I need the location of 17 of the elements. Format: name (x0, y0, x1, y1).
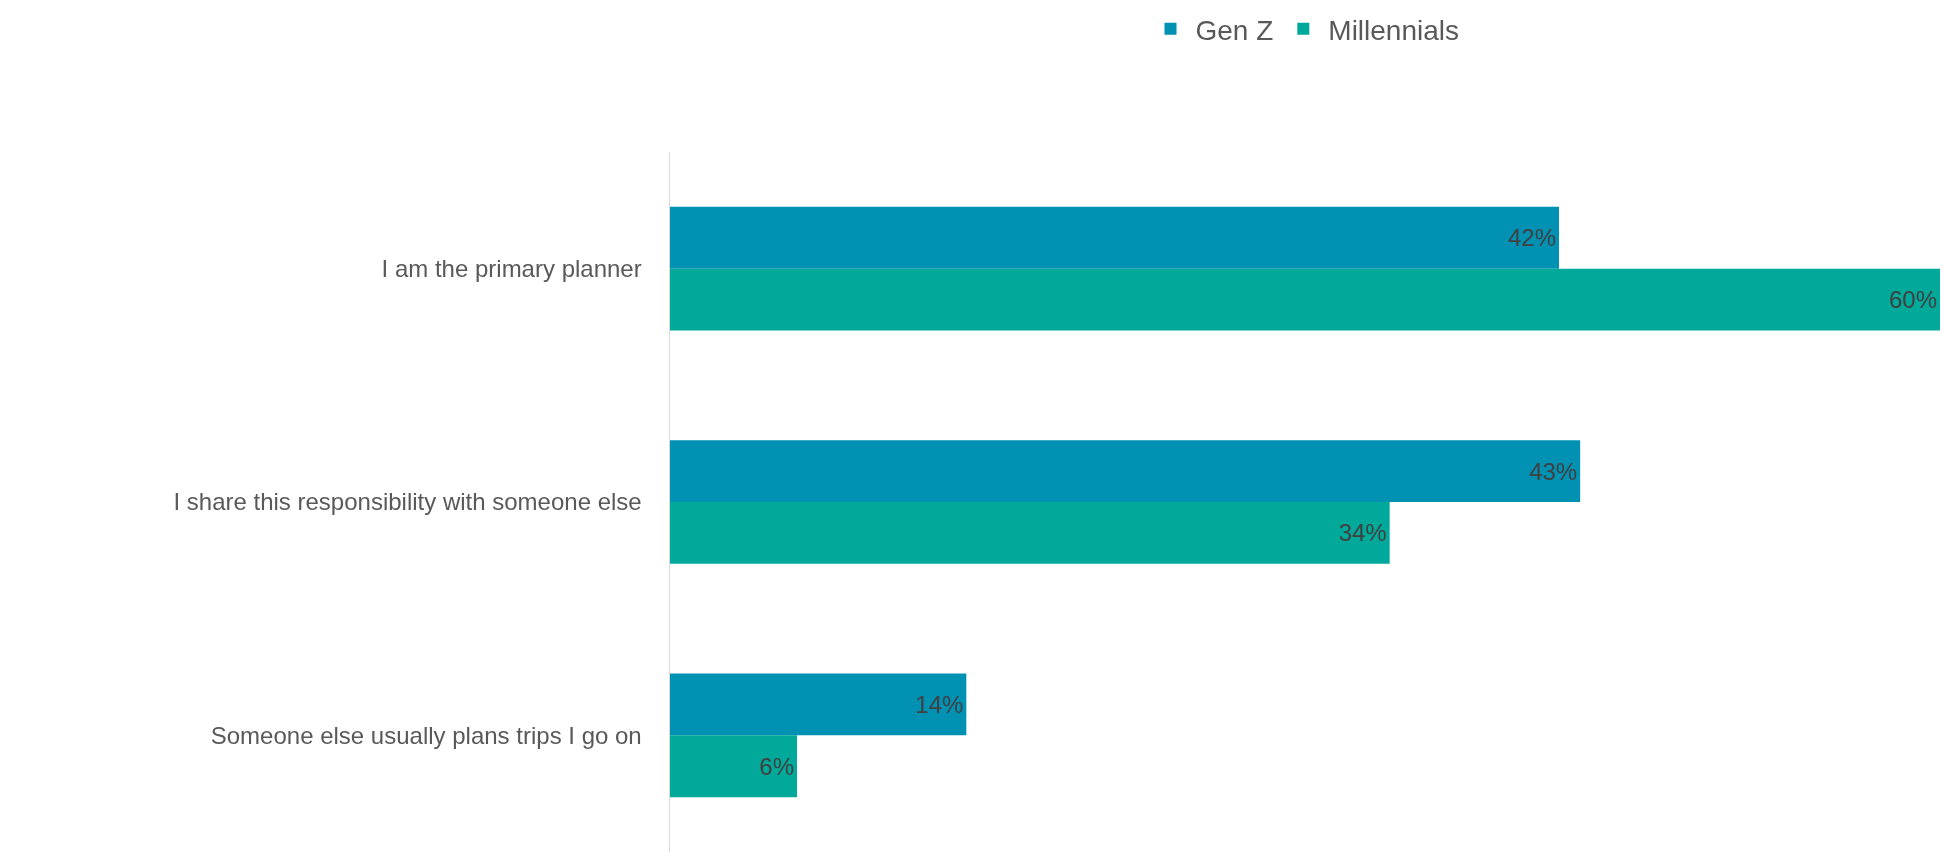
bar (670, 735, 797, 798)
bar (670, 206, 1559, 269)
bar (670, 268, 1940, 331)
data-label: 43% (1529, 457, 1578, 485)
bar (670, 673, 967, 736)
y-tick-label: I am the primary planner (381, 255, 642, 283)
legend-label: Gen Z (1195, 14, 1274, 46)
data-label: 14% (915, 690, 964, 718)
y-tick-label: I share this responsibility with someone else (173, 488, 642, 516)
data-label: 34% (1338, 519, 1387, 547)
data-label: 60% (1888, 286, 1937, 314)
bar (670, 440, 1581, 502)
legend-label: Millennials (1328, 14, 1460, 46)
bar (670, 502, 1390, 564)
data-label: 42% (1507, 224, 1556, 252)
y-tick-label: Someone else usually plans trips I go on (210, 721, 642, 749)
data-label: 6% (759, 752, 794, 780)
